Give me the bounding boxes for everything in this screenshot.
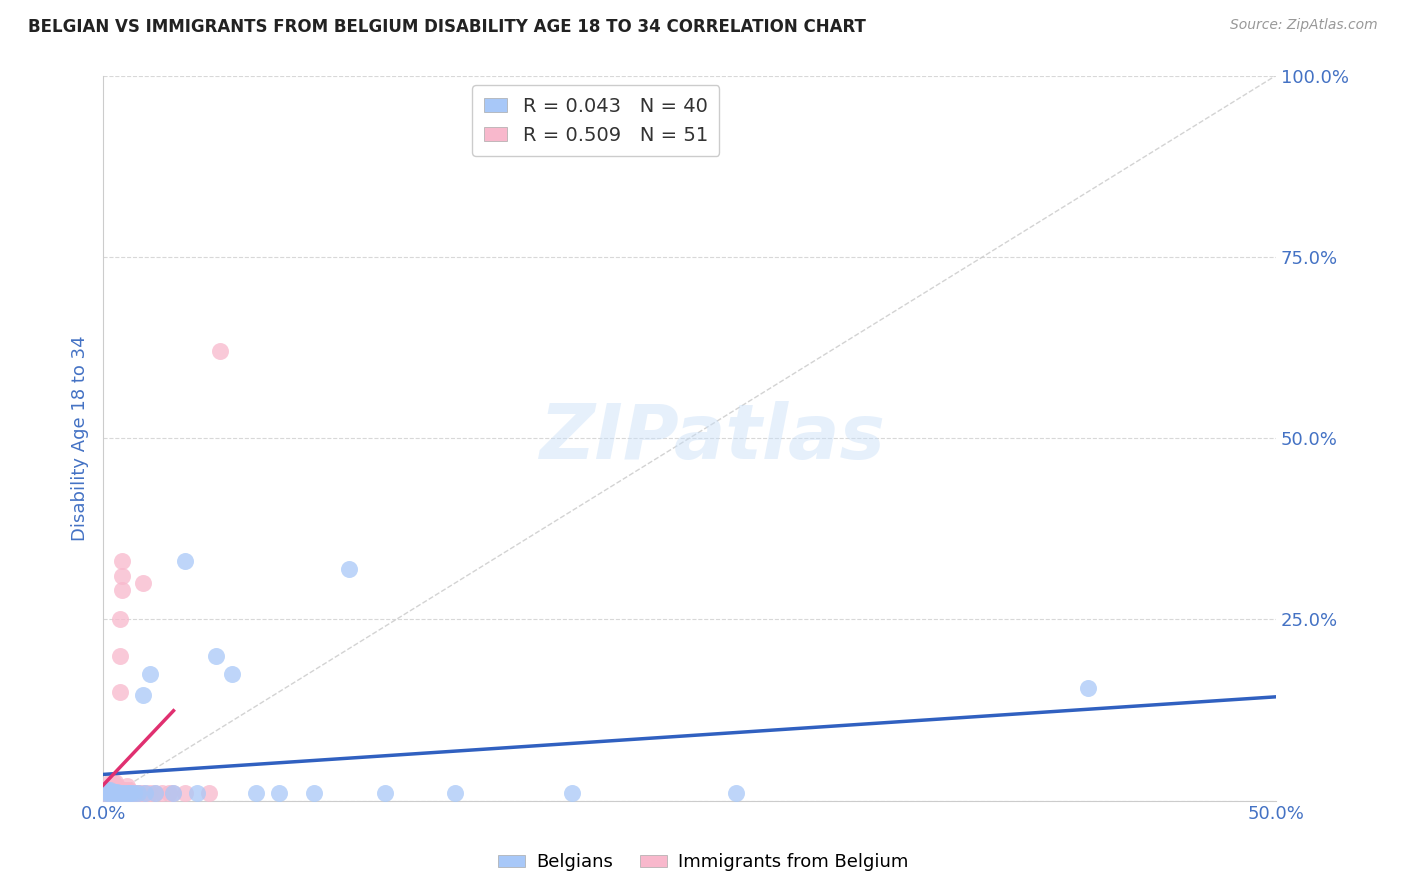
- Point: [122, 786, 145, 800]
- Point: [97, 785, 120, 799]
- Point: [339, 561, 361, 575]
- Point: [97, 786, 120, 800]
- Point: [94, 782, 117, 797]
- Point: [98, 782, 121, 797]
- Point: [139, 786, 162, 800]
- Point: [725, 786, 748, 800]
- Point: [101, 782, 124, 797]
- Point: [111, 786, 134, 800]
- Point: [112, 782, 135, 797]
- Point: [134, 786, 156, 800]
- Point: [104, 779, 127, 793]
- Point: [115, 786, 138, 800]
- Point: [98, 775, 121, 789]
- Point: [98, 785, 121, 799]
- Point: [139, 666, 162, 681]
- Point: [98, 782, 121, 797]
- Point: [129, 786, 152, 800]
- Point: [108, 648, 131, 663]
- Text: ZIPatlas: ZIPatlas: [540, 401, 886, 475]
- Point: [132, 689, 155, 703]
- Point: [444, 786, 467, 800]
- Point: [125, 786, 148, 800]
- Y-axis label: Disability Age 18 to 34: Disability Age 18 to 34: [72, 335, 89, 541]
- Point: [97, 786, 120, 800]
- Point: [104, 782, 127, 797]
- Point: [132, 576, 155, 591]
- Point: [134, 786, 156, 800]
- Point: [143, 786, 166, 800]
- Point: [101, 786, 124, 800]
- Legend: Belgians, Immigrants from Belgium: Belgians, Immigrants from Belgium: [491, 847, 915, 879]
- Point: [174, 786, 197, 800]
- Point: [98, 786, 121, 800]
- Text: Source: ZipAtlas.com: Source: ZipAtlas.com: [1230, 18, 1378, 32]
- Point: [101, 786, 124, 800]
- Point: [162, 786, 184, 800]
- Point: [204, 648, 226, 663]
- Point: [101, 775, 124, 789]
- Point: [108, 612, 131, 626]
- Point: [112, 786, 135, 800]
- Point: [174, 554, 197, 568]
- Point: [104, 786, 127, 800]
- Point: [127, 786, 149, 800]
- Point: [94, 786, 117, 800]
- Point: [104, 785, 127, 799]
- Point: [267, 786, 290, 800]
- Point: [98, 779, 121, 793]
- Point: [127, 786, 149, 800]
- Point: [112, 786, 135, 800]
- Point: [143, 786, 166, 800]
- Point: [111, 554, 134, 568]
- Point: [105, 786, 128, 800]
- Point: [157, 786, 180, 800]
- Point: [150, 786, 173, 800]
- Point: [302, 786, 325, 800]
- Point: [104, 786, 127, 800]
- Point: [98, 786, 121, 800]
- Point: [118, 786, 141, 800]
- Point: [197, 786, 219, 800]
- Point: [105, 782, 128, 797]
- Point: [374, 786, 396, 800]
- Point: [186, 786, 208, 800]
- Point: [94, 789, 117, 804]
- Point: [97, 782, 120, 797]
- Point: [561, 786, 583, 800]
- Text: BELGIAN VS IMMIGRANTS FROM BELGIUM DISABILITY AGE 18 TO 34 CORRELATION CHART: BELGIAN VS IMMIGRANTS FROM BELGIUM DISAB…: [28, 18, 866, 36]
- Point: [122, 786, 145, 800]
- Point: [221, 666, 243, 681]
- Point: [105, 785, 128, 799]
- Point: [101, 785, 124, 799]
- Point: [245, 786, 267, 800]
- Point: [111, 569, 134, 583]
- Point: [118, 782, 141, 797]
- Point: [209, 344, 232, 359]
- Point: [94, 782, 117, 797]
- Point: [1077, 681, 1099, 696]
- Point: [108, 685, 131, 699]
- Point: [115, 782, 138, 797]
- Point: [105, 779, 128, 793]
- Point: [97, 789, 120, 804]
- Point: [104, 775, 127, 789]
- Point: [97, 782, 120, 797]
- Point: [105, 786, 128, 800]
- Point: [120, 786, 142, 800]
- Point: [108, 786, 131, 800]
- Point: [115, 786, 138, 800]
- Point: [118, 786, 141, 800]
- Point: [120, 786, 142, 800]
- Point: [115, 779, 138, 793]
- Legend: R = 0.043   N = 40, R = 0.509   N = 51: R = 0.043 N = 40, R = 0.509 N = 51: [472, 86, 720, 156]
- Point: [108, 786, 131, 800]
- Point: [98, 789, 121, 804]
- Point: [94, 786, 117, 800]
- Point: [162, 786, 184, 800]
- Point: [101, 779, 124, 793]
- Point: [111, 583, 134, 598]
